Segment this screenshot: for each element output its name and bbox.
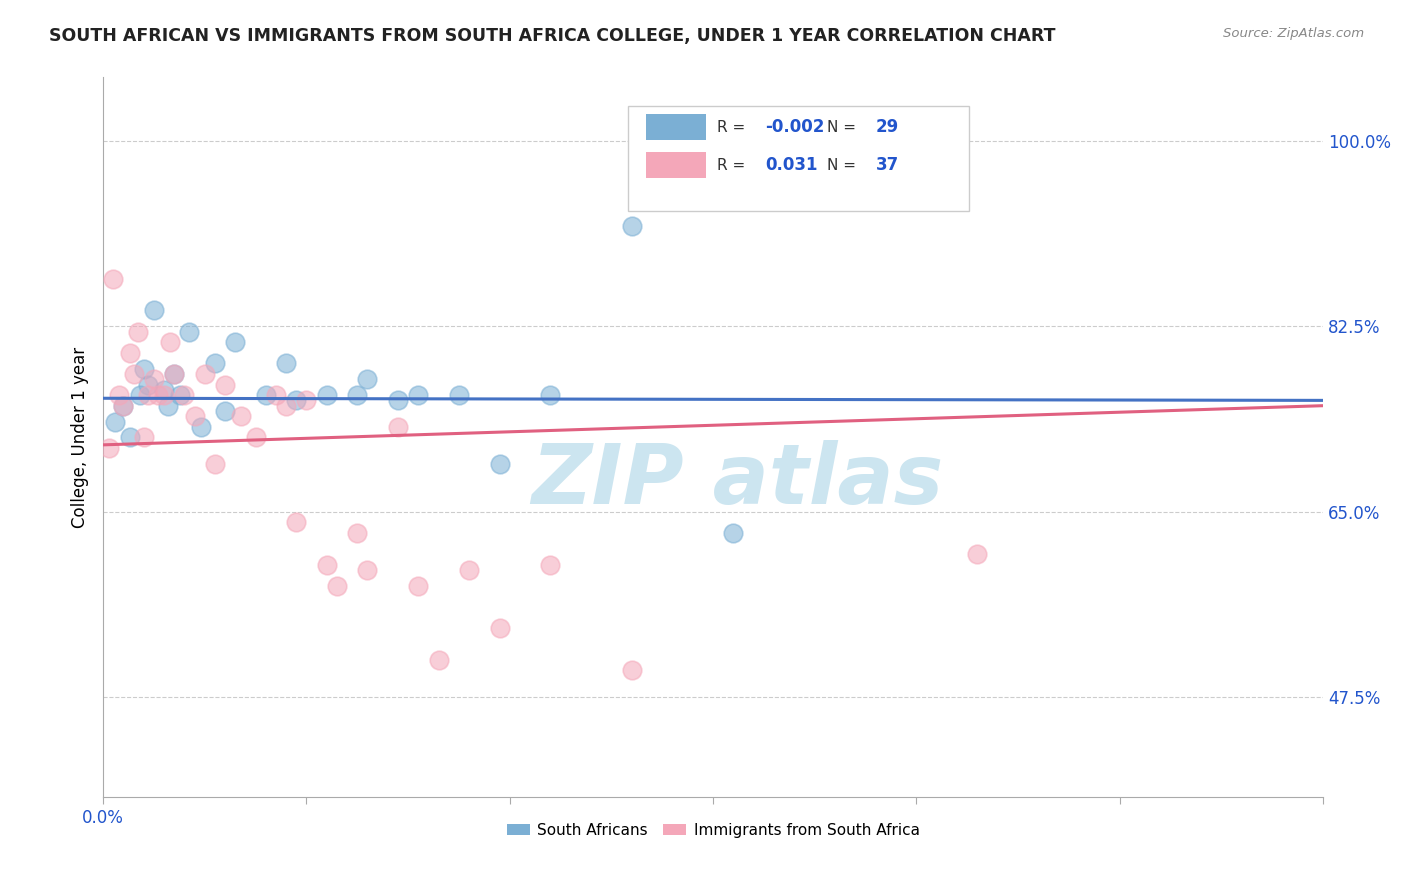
Text: N =: N =: [827, 158, 856, 173]
Point: [194, 367, 217, 381]
Point: [488, 457, 510, 471]
Point: [276, 356, 298, 370]
FancyBboxPatch shape: [645, 153, 706, 178]
Point: [723, 525, 745, 540]
Point: [153, 383, 176, 397]
Point: [540, 388, 562, 402]
Point: [427, 653, 450, 667]
Point: [127, 325, 149, 339]
Point: [122, 367, 145, 381]
Point: [356, 372, 378, 386]
Text: -0.002: -0.002: [766, 118, 825, 136]
Point: [408, 579, 430, 593]
Point: [387, 393, 409, 408]
Point: [315, 388, 337, 402]
Point: [276, 399, 298, 413]
Point: [408, 388, 430, 402]
Point: [169, 388, 191, 402]
Text: 0.031: 0.031: [766, 156, 818, 174]
Point: [183, 409, 205, 424]
Point: [346, 525, 368, 540]
Point: [118, 430, 141, 444]
Point: [326, 579, 349, 593]
Point: [146, 388, 169, 402]
Point: [104, 415, 127, 429]
Text: R =: R =: [717, 158, 745, 173]
Point: [190, 420, 212, 434]
Point: [488, 621, 510, 635]
Point: [231, 409, 253, 424]
Point: [143, 372, 166, 386]
Point: [966, 547, 988, 561]
Point: [177, 325, 200, 339]
Point: [620, 664, 643, 678]
Point: [132, 430, 155, 444]
Point: [103, 271, 125, 285]
Text: ZIP atlas: ZIP atlas: [531, 440, 943, 521]
Legend: South Africans, Immigrants from South Africa: South Africans, Immigrants from South Af…: [501, 816, 925, 844]
Point: [315, 558, 337, 572]
Point: [346, 388, 368, 402]
Point: [112, 399, 135, 413]
Point: [128, 388, 150, 402]
Point: [214, 404, 236, 418]
Point: [245, 430, 267, 444]
Point: [620, 219, 643, 233]
Text: R =: R =: [717, 120, 745, 135]
Point: [214, 377, 236, 392]
Y-axis label: College, Under 1 year: College, Under 1 year: [72, 347, 89, 528]
Point: [153, 388, 176, 402]
Point: [132, 361, 155, 376]
Point: [159, 335, 181, 350]
Text: N =: N =: [827, 120, 856, 135]
Point: [136, 377, 159, 392]
Point: [163, 367, 186, 381]
Point: [112, 399, 135, 413]
Point: [356, 563, 378, 577]
Point: [118, 345, 141, 359]
Point: [204, 356, 226, 370]
Point: [254, 388, 277, 402]
Point: [143, 303, 166, 318]
Point: [285, 515, 308, 529]
Point: [295, 393, 318, 408]
Text: SOUTH AFRICAN VS IMMIGRANTS FROM SOUTH AFRICA COLLEGE, UNDER 1 YEAR CORRELATION : SOUTH AFRICAN VS IMMIGRANTS FROM SOUTH A…: [49, 27, 1056, 45]
Point: [163, 367, 186, 381]
FancyBboxPatch shape: [645, 114, 706, 140]
Text: Source: ZipAtlas.com: Source: ZipAtlas.com: [1223, 27, 1364, 40]
Point: [458, 563, 481, 577]
FancyBboxPatch shape: [627, 106, 969, 211]
Text: 37: 37: [876, 156, 898, 174]
Point: [285, 393, 308, 408]
Point: [264, 388, 287, 402]
Text: 29: 29: [876, 118, 898, 136]
Point: [387, 420, 409, 434]
Point: [108, 388, 131, 402]
Point: [98, 441, 121, 455]
Point: [204, 457, 226, 471]
Point: [157, 399, 180, 413]
Point: [173, 388, 195, 402]
Point: [447, 388, 470, 402]
Point: [136, 388, 159, 402]
Point: [224, 335, 246, 350]
Point: [540, 558, 562, 572]
